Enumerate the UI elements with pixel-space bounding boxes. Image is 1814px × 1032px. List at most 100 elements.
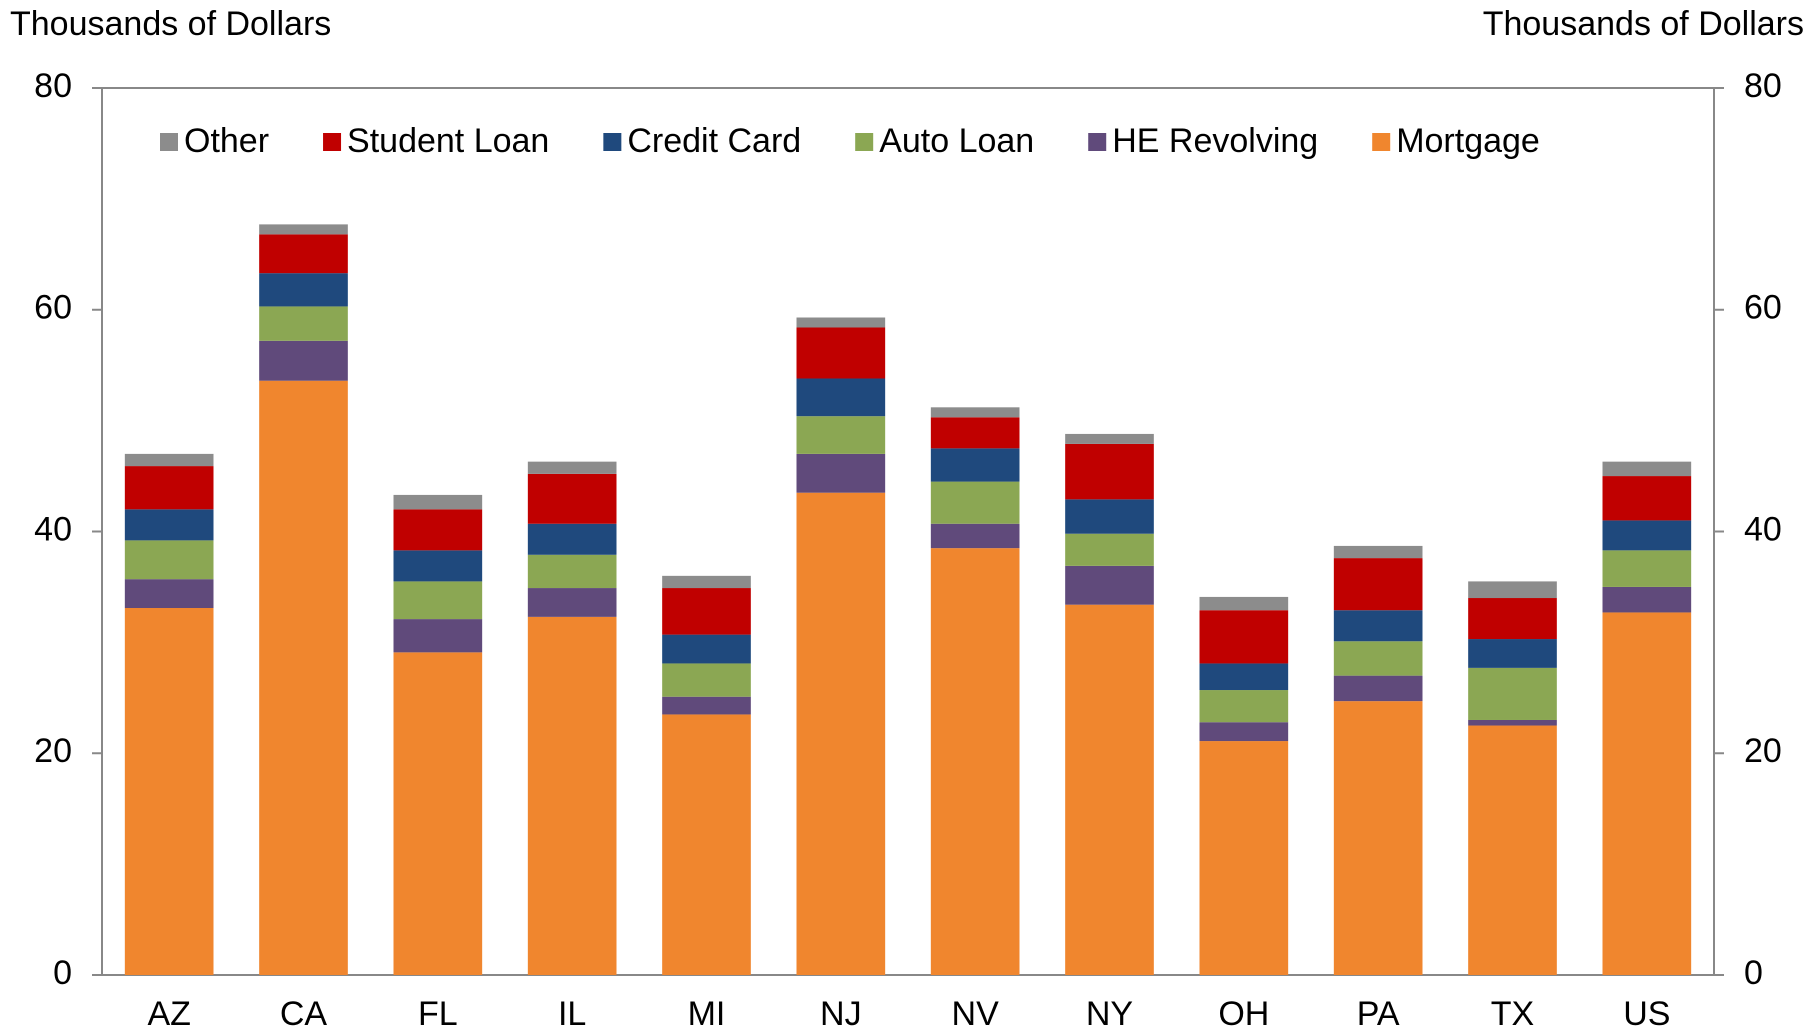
x-tick-label: MI [688,995,726,1032]
bar-segment [259,380,348,976]
bar-segment [1333,641,1423,676]
bar-segment [1065,565,1154,605]
bar-segment [1333,558,1423,611]
bar-segment [662,714,751,975]
bar-segment [124,509,214,541]
bar-segment [124,453,214,467]
bar-segment [259,224,348,235]
bar-segment [259,234,348,274]
bar-segment [930,548,1020,975]
bar-segment [930,417,1020,449]
bar-segment [1602,612,1692,975]
y-tick-label: 40 [34,510,72,548]
x-tick-label: FL [418,995,458,1032]
legend-swatch [1088,133,1107,151]
bar-segment [662,634,751,664]
x-tick-label: PA [1357,995,1400,1032]
bar-segment [527,523,617,555]
bar-segment [1199,690,1289,723]
bar-segment [1199,741,1289,975]
y2-tick-label: 20 [1744,732,1782,770]
y-tick-label: 60 [34,289,72,327]
y2-tick-label: 60 [1744,289,1782,327]
bar-segment [124,608,214,975]
bar-segment [527,616,617,975]
bar-segment [1333,610,1423,642]
bar-segment [393,509,483,551]
bar-segment [1065,604,1154,975]
x-tick-label: NJ [820,995,862,1032]
bar-segment [1199,722,1289,742]
x-tick-label: IL [558,995,586,1032]
legend-label: Credit Card [627,122,801,160]
bar-segment [796,378,886,417]
y2-axis-title: Thousands of Dollars [1483,5,1804,43]
bar-segment [796,327,886,379]
bar-segment [1468,725,1557,975]
bar-segment [124,579,214,609]
bar-segment [1602,520,1692,551]
bar-segment [1333,545,1423,559]
bar-segment [527,588,617,617]
bar-segment [527,461,617,474]
bar-segment [1468,581,1557,599]
bar-segment [1333,675,1423,702]
y2-tick-label: 0 [1744,954,1763,992]
legend-swatch [855,133,874,151]
legend-swatch [323,133,342,151]
y2-tick-label: 40 [1744,510,1782,548]
bar-segment [662,696,751,715]
bar-segment [1468,639,1557,668]
bar-segment [393,494,483,510]
x-tick-label: TX [1491,995,1534,1032]
bar-segment [124,466,214,510]
bar-segment [1065,433,1154,444]
bar-segment [1602,586,1692,613]
bar-segment [1602,476,1692,521]
bar-segment [796,416,886,454]
bar-segment [930,448,1020,482]
bar-segment [1199,596,1289,611]
x-tick-label: US [1623,995,1670,1032]
bar-segment [796,453,886,493]
legend-swatch [603,133,622,151]
bar-segment [930,407,1020,418]
y-tick-label: 0 [53,954,72,992]
bar-segment [1199,663,1289,691]
x-tick-label: AZ [147,995,190,1032]
legend-swatch [1372,133,1391,151]
bar-segment [1333,701,1423,975]
x-tick-label: OH [1218,995,1269,1032]
bar-segment [1199,610,1289,664]
legend-label: HE Revolving [1112,122,1318,160]
legend-swatch [160,133,178,151]
bar-segment [930,481,1020,524]
bar-segment [393,550,483,582]
bar-segment [1468,598,1557,640]
bar-segment [393,581,483,620]
bar-segment [796,317,886,328]
y2-tick-label: 80 [1744,67,1782,105]
bar-segment [527,473,617,524]
bar-segment [393,619,483,653]
bar-segment [393,652,483,975]
bar-segment [662,588,751,635]
x-tick-label: NY [1086,995,1133,1032]
bar-segment [1468,719,1557,726]
legend-label: Student Loan [347,122,549,160]
bar-segment [796,492,886,975]
bar-segment [124,540,214,580]
bar-segment [527,554,617,589]
legend-label: Other [184,122,269,160]
y-tick-label: 20 [34,732,72,770]
bar-segment [662,575,751,589]
bar-segment [1468,667,1557,720]
legend-label: Auto Loan [879,122,1034,160]
bar-segment [1602,550,1692,587]
y-axis-title: Thousands of Dollars [10,5,331,43]
bar-segment [259,306,348,341]
bar-segment [259,340,348,381]
bar-segment [1065,499,1154,534]
x-tick-label: NV [952,995,1000,1032]
